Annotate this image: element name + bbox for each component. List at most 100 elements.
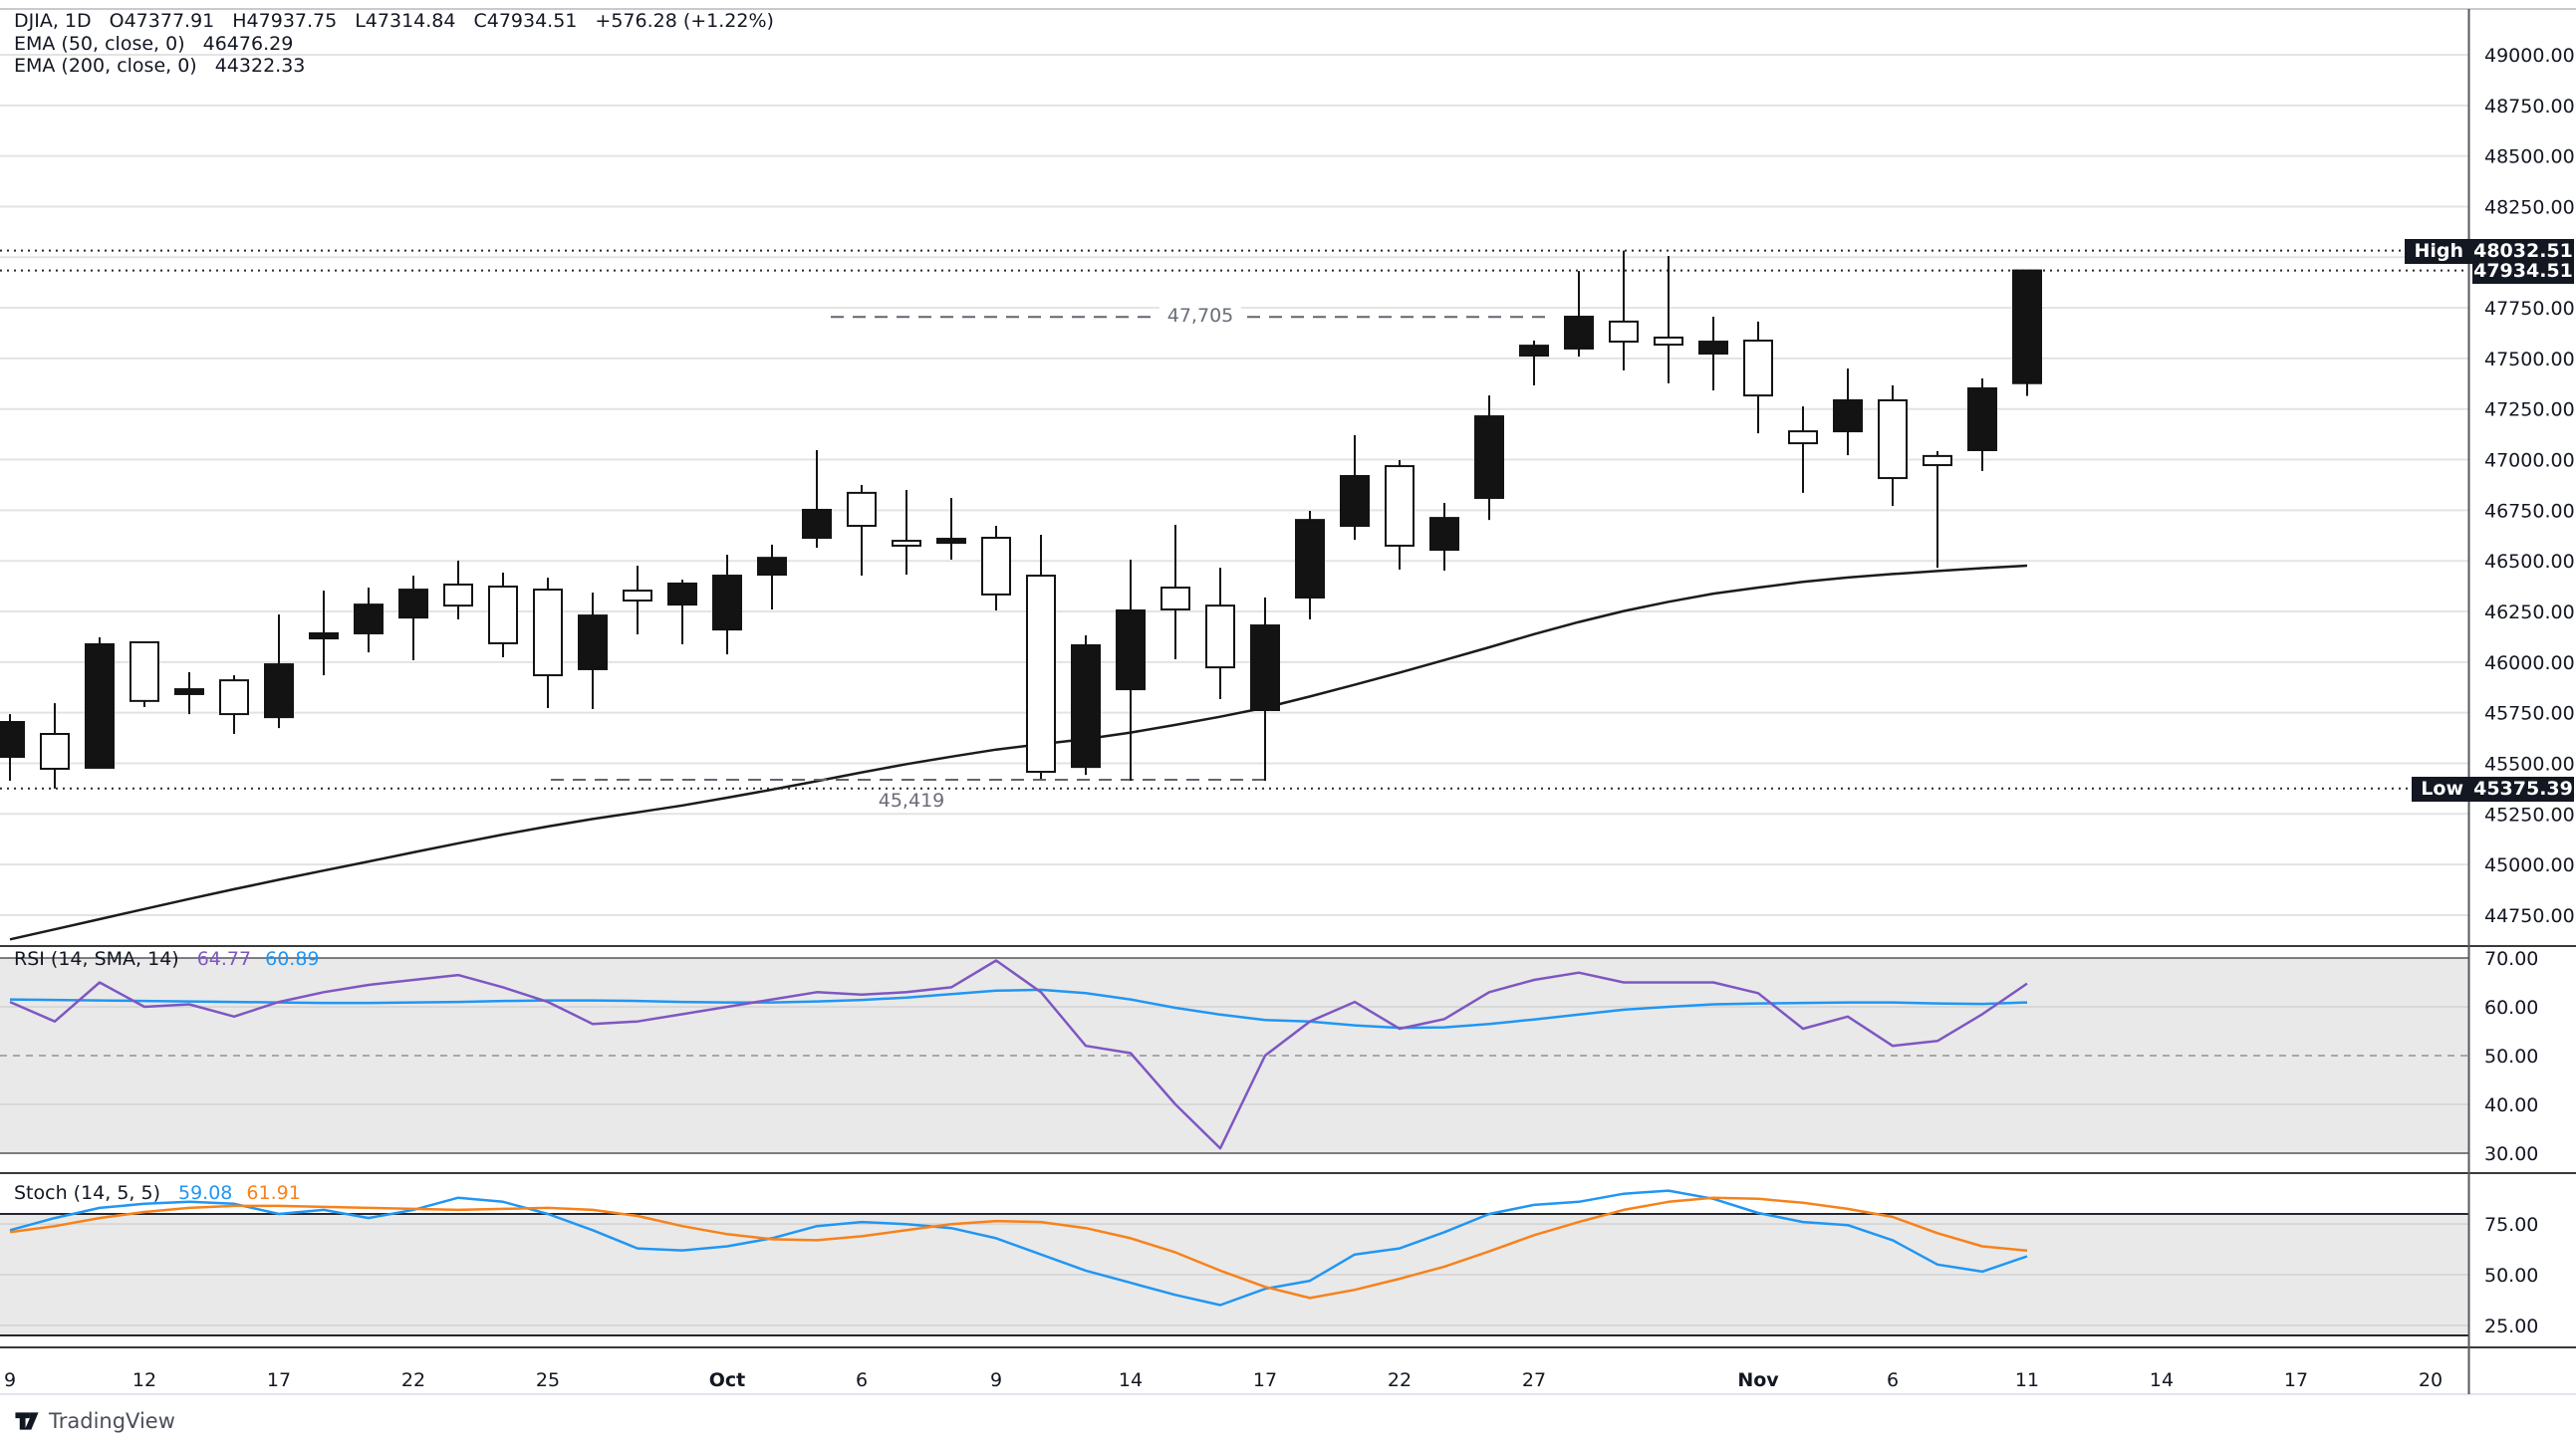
candle-body[interactable] — [129, 640, 159, 702]
candle-body[interactable] — [354, 603, 384, 634]
price-axis-label[interactable]: 45000.00 — [2484, 854, 2575, 876]
price-axis-label[interactable]: 46500.00 — [2484, 551, 2575, 573]
candle-body[interactable] — [1026, 575, 1056, 774]
price-axis-label[interactable]: 47000.00 — [2484, 450, 2575, 472]
price-axis-label[interactable]: 47500.00 — [2484, 349, 2575, 370]
candle-body[interactable] — [1385, 465, 1415, 547]
time-axis-label[interactable]: 9 — [4, 1369, 16, 1391]
candle-body[interactable] — [398, 589, 428, 619]
time-axis-label[interactable]: 6 — [856, 1369, 868, 1391]
candle-body[interactable] — [1205, 604, 1235, 669]
rsi-axis-label[interactable]: 40.00 — [2484, 1094, 2538, 1116]
stoch-legend[interactable]: Stoch (14, 5, 5) 59.08 61.91 — [14, 1182, 315, 1204]
candle-body[interactable] — [1878, 398, 1908, 480]
ema200-legend[interactable]: EMA (200, close, 0) 44322.33 — [14, 55, 323, 77]
stoch-axis-label[interactable]: 75.00 — [2484, 1214, 2538, 1236]
stoch-axis-label[interactable]: 50.00 — [2484, 1265, 2538, 1287]
time-axis-label[interactable]: 12 — [132, 1369, 156, 1391]
price-axis-label[interactable]: 44750.00 — [2484, 905, 2575, 927]
level-label-45419[interactable]: 45,419 — [878, 790, 945, 812]
time-axis-label[interactable]: 6 — [1887, 1369, 1899, 1391]
price-axis-label[interactable]: 46000.00 — [2484, 652, 2575, 674]
candle-body[interactable] — [1295, 519, 1325, 599]
price-axis-label[interactable]: 49000.00 — [2484, 45, 2575, 67]
candle-body[interactable] — [1519, 345, 1549, 358]
candle-body[interactable] — [40, 733, 70, 770]
candle-body[interactable] — [802, 508, 832, 540]
rsi-axis-label[interactable]: 70.00 — [2484, 948, 2538, 970]
candle-body[interactable] — [2012, 269, 2042, 384]
candle-body[interactable] — [264, 663, 294, 719]
time-axis-label[interactable]: Nov — [1737, 1369, 1779, 1391]
rsi-legend[interactable]: RSI (14, SMA, 14) 64.77 60.89 — [14, 948, 334, 970]
candle-body[interactable] — [1743, 340, 1773, 397]
time-axis-label[interactable]: 25 — [536, 1369, 560, 1391]
candle-body[interactable] — [533, 589, 563, 677]
level-label-47705[interactable]: 47,705 — [1159, 305, 1242, 327]
ema50-legend[interactable]: EMA (50, close, 0) 46476.29 — [14, 33, 311, 55]
candle-body[interactable] — [1116, 609, 1146, 691]
candle-body[interactable] — [667, 582, 697, 606]
candle-body[interactable] — [1698, 341, 1728, 356]
price-axis-label[interactable]: 47750.00 — [2484, 298, 2575, 320]
candle-body[interactable] — [892, 540, 921, 547]
rsi-axis-label[interactable]: 60.00 — [2484, 997, 2538, 1019]
candle-body[interactable] — [1071, 643, 1101, 769]
time-axis-label[interactable]: 14 — [1119, 1369, 1143, 1391]
candle-body[interactable] — [1833, 398, 1863, 433]
candle-body[interactable] — [488, 586, 518, 644]
price-axis-label[interactable]: 48500.00 — [2484, 146, 2575, 168]
time-axis-label[interactable]: 17 — [267, 1369, 291, 1391]
time-axis-label[interactable]: 17 — [2284, 1369, 2308, 1391]
price-axis-label[interactable]: 48250.00 — [2484, 196, 2575, 218]
candle-body[interactable] — [757, 557, 787, 577]
candle-body[interactable] — [0, 721, 25, 758]
candle-body[interactable] — [174, 688, 204, 695]
candle-body[interactable] — [1967, 387, 1997, 452]
candle-body[interactable] — [85, 642, 115, 769]
price-axis-label[interactable]: 45500.00 — [2484, 753, 2575, 775]
time-axis-label[interactable]: 22 — [1388, 1369, 1412, 1391]
time-axis-label[interactable]: 14 — [2150, 1369, 2174, 1391]
candle-body[interactable] — [1429, 517, 1459, 552]
candle-body[interactable] — [1474, 415, 1504, 499]
candle-body[interactable] — [1564, 316, 1594, 350]
rsi-axis-label[interactable]: 30.00 — [2484, 1143, 2538, 1165]
time-axis-label[interactable]: 9 — [990, 1369, 1002, 1391]
candle-body[interactable] — [847, 491, 877, 528]
time-axis-label[interactable]: 27 — [1522, 1369, 1546, 1391]
rsi-axis-label[interactable]: 50.00 — [2484, 1046, 2538, 1068]
price-axis-label[interactable]: 46750.00 — [2484, 500, 2575, 522]
price-axis-label[interactable]: 45250.00 — [2484, 804, 2575, 826]
candle-body[interactable] — [981, 537, 1011, 596]
candle-body[interactable] — [219, 679, 249, 716]
symbol-legend[interactable]: DJIA, 1D O47377.91 H47937.75 L47314.84 C4793… — [14, 10, 792, 32]
price-axis-label[interactable]: 47250.00 — [2484, 399, 2575, 421]
candle-body[interactable] — [1160, 587, 1190, 610]
candle-body[interactable] — [1609, 320, 1639, 344]
tradingview-logo[interactable]: TradingView — [14, 1408, 175, 1434]
candle-body[interactable] — [1923, 454, 1952, 467]
time-axis-label[interactable]: 11 — [2015, 1369, 2039, 1391]
candle-body[interactable] — [936, 538, 966, 545]
price-axis-label[interactable]: 46250.00 — [2484, 601, 2575, 623]
candle-body[interactable] — [1250, 624, 1280, 712]
price-axis-label[interactable]: 48750.00 — [2484, 96, 2575, 118]
candle-body[interactable] — [309, 631, 339, 640]
candle-body[interactable] — [1788, 430, 1818, 445]
time-axis-label[interactable]: 17 — [1253, 1369, 1277, 1391]
candle-body[interactable] — [623, 590, 652, 602]
candle-body[interactable] — [712, 575, 742, 631]
candle-body[interactable] — [443, 583, 473, 607]
candle-body[interactable] — [1654, 336, 1683, 347]
time-axis-label[interactable]: 22 — [401, 1369, 425, 1391]
price-axis-label[interactable]: 45750.00 — [2484, 703, 2575, 725]
candle-body[interactable] — [578, 614, 608, 670]
high-badge-value: 48032.51 — [2472, 239, 2574, 264]
stoch-axis-label[interactable]: 25.00 — [2484, 1316, 2538, 1337]
time-axis-label[interactable]: Oct — [709, 1369, 746, 1391]
time-axis-label[interactable]: 20 — [2419, 1369, 2443, 1391]
candle-body[interactable] — [1340, 475, 1370, 528]
